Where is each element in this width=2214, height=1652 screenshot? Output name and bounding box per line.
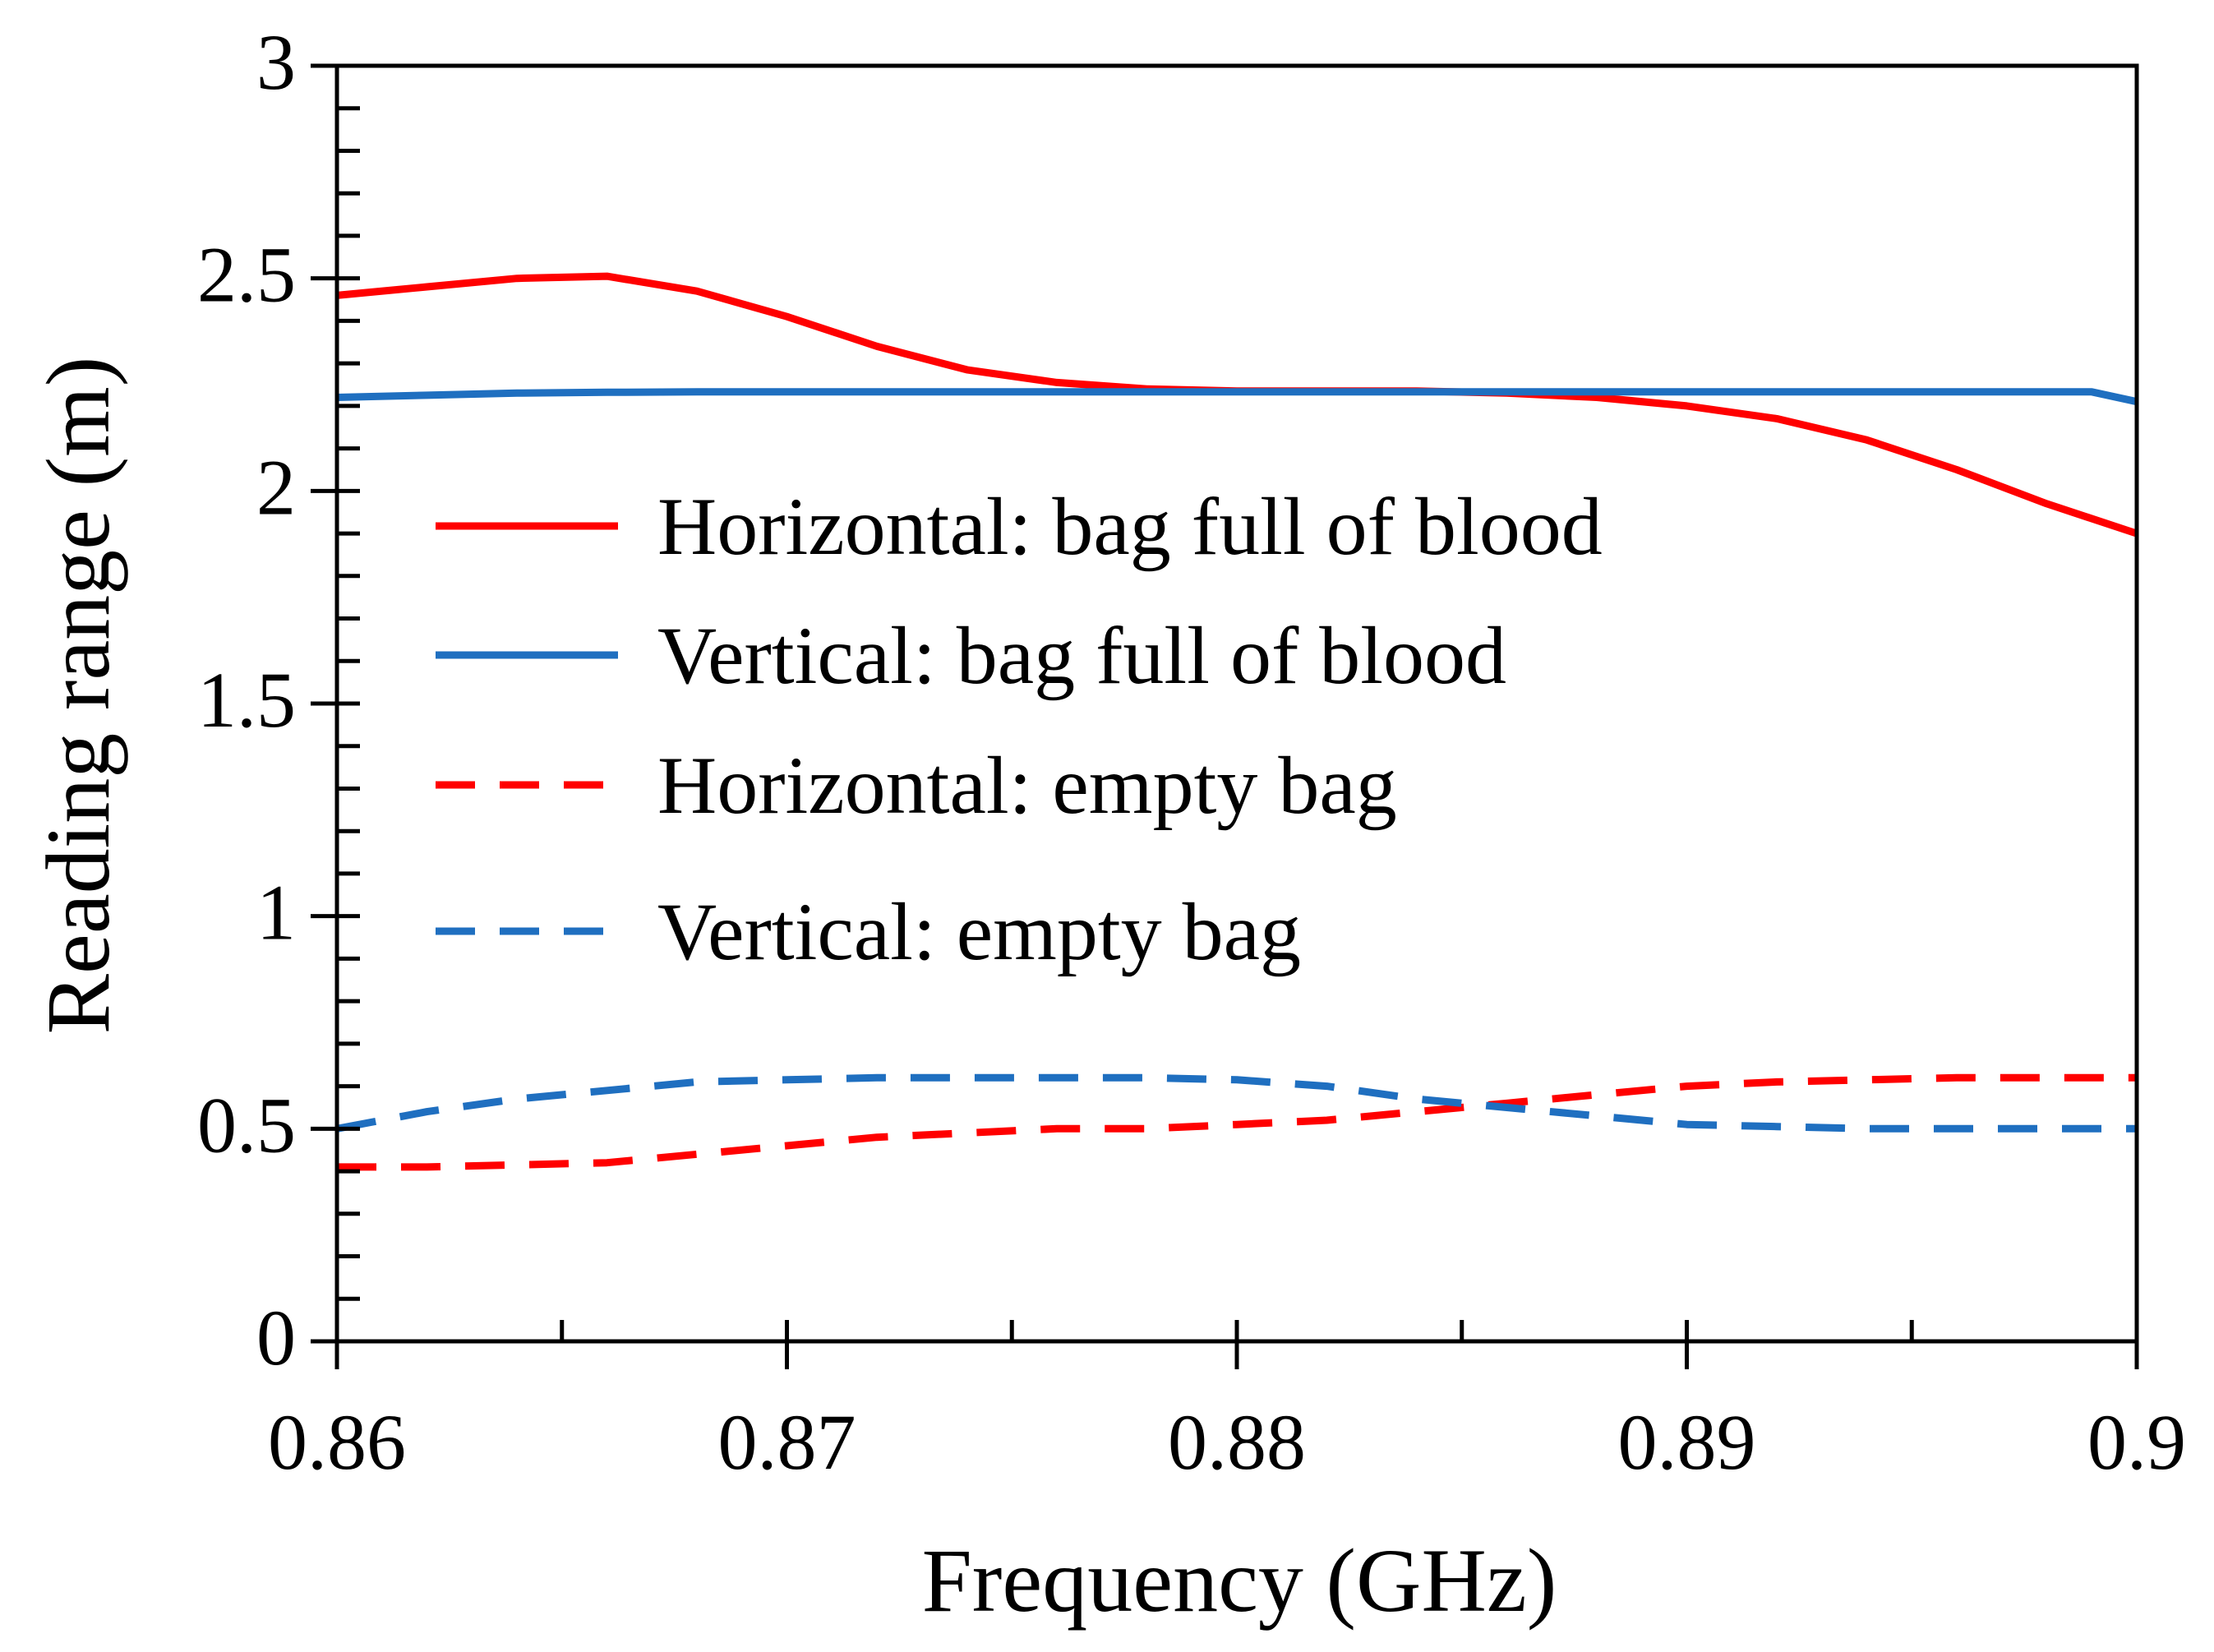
x-tick-label: 0.88 xyxy=(1168,1398,1306,1486)
legend-label-3: Horizontal: empty bag xyxy=(657,740,1397,831)
x-axis-label: Frequency (GHz) xyxy=(922,1530,1557,1631)
legend-label-2: Vertical: bag full of blood xyxy=(657,610,1506,701)
y-tick-label: 2 xyxy=(256,443,296,531)
y-tick-label: 1 xyxy=(256,869,296,957)
series-line-2 xyxy=(336,388,2138,406)
series-line-3 xyxy=(337,1073,2137,1171)
y-axis-label: Reading range (m) xyxy=(28,357,128,1035)
x-tick-label: 0.86 xyxy=(268,1398,406,1486)
series-line-4 xyxy=(336,1073,2137,1133)
legend-label-1: Horizontal: bag full of blood xyxy=(657,481,1603,572)
y-tick-label: 0.5 xyxy=(197,1081,296,1169)
axes: 0 0.5 1 1.5 2 2.5 3 0.86 0.87 0.88 0.89 0.9 xyxy=(197,18,2186,1486)
y-tick-label: 3 xyxy=(256,18,296,106)
legend: Horizontal: bag full of blood Vertical: b… xyxy=(436,481,1603,977)
x-tick-label: 0.89 xyxy=(1618,1398,1756,1486)
x-tick-label: 0.9 xyxy=(2087,1398,2186,1486)
y-tick-label: 0 xyxy=(256,1294,296,1382)
x-tick-label: 0.87 xyxy=(718,1398,856,1486)
y-tick-label: 1.5 xyxy=(197,656,296,744)
y-tick-label: 2.5 xyxy=(197,231,296,319)
series-lines xyxy=(336,272,2138,1171)
legend-label-4: Vertical: empty bag xyxy=(657,886,1301,977)
